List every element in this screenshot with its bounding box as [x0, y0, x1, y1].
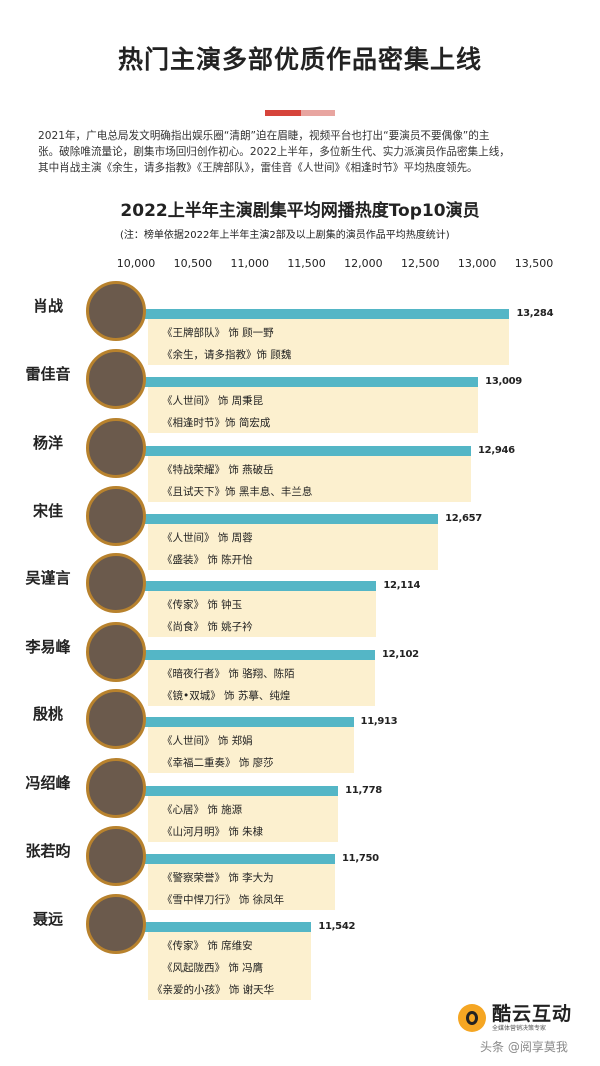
role-label: 《盛装》 饰 陈开怡 — [162, 554, 253, 566]
role-label: 《且试天下》饰 黑丰息、丰兰息 — [162, 486, 313, 498]
actor-avatar — [86, 486, 146, 546]
intro-paragraph: 2021年，广电总局发文明确指出娱乐圈“清朗”迫在眉睫，视频平台也打出“要演员不… — [38, 128, 568, 176]
role-label: 《人世间》 饰 周蓉 — [162, 532, 253, 544]
title-accent-bar-right — [301, 110, 335, 116]
actor-avatar — [86, 758, 146, 818]
bar — [144, 446, 471, 456]
bar — [144, 854, 335, 864]
role-box — [148, 383, 479, 433]
actor-avatar — [86, 349, 146, 409]
role-label: 《幸福二重奏》 饰 廖莎 — [162, 757, 274, 769]
role-box — [148, 315, 510, 365]
bar-value-label: 12,102 — [382, 649, 419, 660]
role-label: 《传家》 饰 席维安 — [162, 940, 253, 952]
x-tick-label: 13,000 — [457, 257, 497, 270]
actor-avatar — [86, 689, 146, 749]
actor-name: 聂远 — [32, 910, 63, 928]
role-label: 《特战荣耀》 饰 燕破岳 — [162, 464, 274, 476]
actor-avatar — [86, 826, 146, 886]
watermark: 头条 @阅享莫我 — [480, 1040, 568, 1054]
x-tick-label: 10,000 — [116, 257, 156, 270]
actor-name: 张若昀 — [25, 842, 71, 860]
actor-avatar — [86, 553, 146, 613]
role-label: 《余生，请多指教》饰 顾魏 — [162, 349, 292, 361]
bar — [144, 650, 376, 660]
role-label: 《人世间》 饰 周秉昆 — [162, 395, 264, 407]
bar — [144, 581, 377, 591]
x-tick-label: 11,000 — [230, 257, 269, 270]
title-accent-bar-left — [265, 110, 301, 116]
actor-avatar — [86, 418, 146, 478]
x-tick-label: 12,500 — [401, 257, 440, 270]
role-label: 《心居》 饰 施源 — [162, 804, 243, 816]
x-tick-label: 10,500 — [173, 257, 213, 270]
role-label: 《尚食》 饰 姚子衿 — [162, 621, 253, 633]
bar — [144, 309, 510, 319]
role-box — [148, 520, 439, 570]
role-box — [148, 452, 471, 502]
role-label: 《风起陇西》 饰 冯膺 — [162, 962, 264, 974]
role-box — [148, 860, 335, 910]
actor-avatar — [86, 894, 146, 954]
role-label: 《暗夜行者》 饰 骆翔、陈陌 — [162, 668, 295, 680]
bar — [144, 786, 339, 796]
role-label: 《人世间》 饰 郑娟 — [162, 735, 253, 747]
bar-value-label: 13,284 — [516, 308, 554, 319]
page-title: 热门主演多部优质作品密集上线 — [117, 45, 482, 74]
role-label: 《镜•双城》 饰 苏摹、纯煌 — [162, 690, 291, 702]
role-label: 《王牌部队》 饰 顾一野 — [162, 327, 274, 339]
role-box — [148, 928, 312, 1000]
actor-name: 宋佳 — [32, 502, 63, 520]
bar-value-label: 11,913 — [360, 716, 398, 727]
actor-name: 肖战 — [32, 297, 63, 315]
bar-value-label: 11,778 — [345, 785, 382, 796]
actor-name: 殷桃 — [32, 705, 63, 723]
role-label: 《山河月明》 饰 朱棣 — [162, 826, 264, 838]
bar — [144, 717, 354, 727]
actor-name: 杨洋 — [32, 434, 63, 452]
bar-value-label: 12,946 — [478, 445, 515, 456]
role-box — [148, 792, 339, 842]
role-box — [148, 723, 354, 773]
bar-value-label: 12,114 — [383, 580, 421, 591]
bar-value-label: 13,009 — [485, 376, 522, 387]
role-label: 《传家》 饰 钟玉 — [162, 599, 243, 611]
chart-note: (注：榜单依据2022年上半年主演2部及以上剧集的演员作品平均热度统计) — [120, 230, 450, 241]
actor-avatar — [86, 281, 146, 341]
actor-name: 李易峰 — [25, 638, 71, 656]
x-tick-label: 11,500 — [287, 257, 326, 270]
bar-value-label: 11,542 — [318, 921, 356, 932]
brand-logo: 酷云互动 全媒体营销决策专家 — [458, 1003, 572, 1033]
actor-name: 吴谨言 — [25, 569, 71, 587]
chart-title: 2022上半年主演剧集平均网播热度Top10演员 — [120, 201, 480, 221]
logo-icon — [458, 1004, 486, 1032]
bar-value-label: 12,657 — [445, 513, 482, 524]
bar — [144, 514, 439, 524]
role-label: 《雪中悍刀行》 饰 徐凤年 — [162, 894, 285, 906]
actor-name: 冯绍峰 — [25, 774, 71, 792]
actor-name: 雷佳音 — [25, 365, 71, 383]
intro-line: 其中肖战主演《余生，请多指教》《王牌部队》，雷佳音《人世间》《相逢时节》平均热度… — [38, 162, 478, 174]
role-label: 《亲爱的小孩》 饰 谢天华 — [152, 984, 275, 996]
bar — [144, 377, 479, 387]
intro-line: 2021年，广电总局发文明确指出娱乐圈“清朗”迫在眉睫，视频平台也打出“要演员不… — [38, 130, 490, 142]
logo-tagline: 全媒体营销决策专家 — [492, 1025, 547, 1032]
role-box — [148, 587, 377, 637]
actor-avatar — [86, 622, 146, 682]
logo-name: 酷云互动 — [492, 1003, 573, 1025]
intro-line: 张。破除唯流量论，剧集市场回归创作初心。2022上半年，多位新生代、实力派演员作… — [38, 146, 510, 158]
role-label: 《相逢时节》饰 简宏成 — [162, 417, 271, 429]
x-tick-label: 12,000 — [344, 257, 383, 270]
bar — [144, 922, 312, 932]
role-label: 《警察荣誉》 饰 李大为 — [162, 872, 274, 884]
x-tick-label: 13,500 — [514, 257, 554, 270]
bar-value-label: 11,750 — [342, 853, 379, 864]
role-box — [148, 656, 376, 706]
